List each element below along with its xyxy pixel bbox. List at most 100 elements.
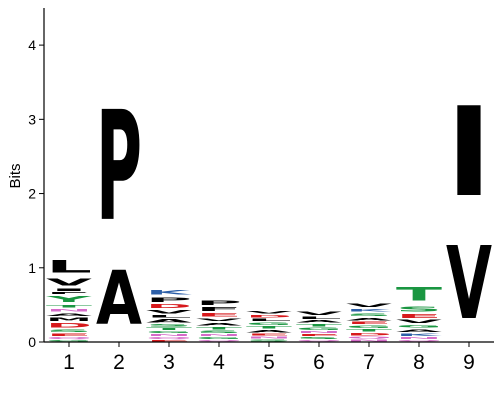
logo-letter-4-V: V bbox=[196, 318, 243, 322]
logo-letter-4-T: T bbox=[196, 327, 243, 331]
logo-letter-6-E: E bbox=[296, 334, 342, 337]
x-axis-ticks: 1 2 3 4 5 6 7 8 9 bbox=[63, 342, 475, 374]
logo-letter-4-Q: Q bbox=[196, 340, 242, 342]
logo-letter-8-A: A bbox=[396, 329, 443, 333]
logo-letter-9-I: I bbox=[446, 82, 492, 225]
logo-letter-5-T: T bbox=[246, 326, 293, 330]
x-tick-label-6: 6 bbox=[313, 351, 325, 374]
logo-letter-1-A: A bbox=[46, 312, 93, 316]
logo-letter-3-E: E bbox=[146, 340, 192, 342]
logo-letter-2-A: A bbox=[96, 256, 142, 342]
logo-letter-5-V: V bbox=[246, 310, 293, 314]
x-tick-label-9: 9 bbox=[463, 351, 475, 374]
logo-letter-8-Q: Q bbox=[396, 340, 442, 342]
logo-letter-5-A: A bbox=[246, 329, 293, 333]
logo-letter-8-E: E bbox=[396, 313, 442, 319]
y-tick-label-3: 3 bbox=[28, 111, 36, 127]
logo-letter-1-V: V bbox=[46, 277, 92, 288]
x-tick-label-4: 4 bbox=[213, 351, 225, 374]
logo-letter-7-N: N bbox=[346, 339, 392, 342]
logo-letter-3-D: D bbox=[146, 303, 192, 309]
logo-letter-1-T: T bbox=[46, 304, 93, 308]
logo-letter-9-V: V bbox=[446, 227, 492, 343]
logo-letter-6-T: T bbox=[296, 324, 343, 328]
logo-letter-6-V: V bbox=[296, 311, 343, 316]
logo-letter-5-S: S bbox=[246, 339, 292, 342]
logo-letter-1-F: F bbox=[46, 292, 92, 295]
logo-letter-6-G: G bbox=[296, 327, 342, 331]
y-tick-label-2: 2 bbox=[28, 186, 36, 202]
x-tick-label-8: 8 bbox=[413, 351, 425, 374]
logo-letter-2-P: P bbox=[96, 80, 142, 255]
logo-letter-3-G: G bbox=[146, 331, 192, 334]
logo-letter-6-A: A bbox=[296, 320, 343, 324]
logo-letter-1-M: M bbox=[46, 317, 92, 322]
x-tick-label-2: 2 bbox=[113, 351, 125, 374]
logo-letter-7-Q: Q bbox=[346, 336, 392, 339]
logo-letter-4-N: N bbox=[196, 334, 242, 337]
logo-letter-5-G: G bbox=[246, 322, 292, 326]
logo-letter-6-S: S bbox=[296, 337, 342, 340]
logo-letter-7-T: T bbox=[346, 329, 393, 333]
logo-column-2: AP bbox=[96, 80, 142, 341]
x-tick-label-3: 3 bbox=[163, 351, 175, 374]
logo-letter-8-K: K bbox=[396, 333, 443, 337]
logo-letter-3-L: L bbox=[146, 315, 192, 319]
logo-letter-1-N: N bbox=[46, 309, 92, 313]
logo-letter-8-V: V bbox=[396, 319, 443, 324]
logo-letter-3-V: V bbox=[146, 309, 193, 314]
logo-letter-4-E: E bbox=[196, 312, 242, 317]
logo-letter-3-A: A bbox=[146, 318, 193, 323]
logo-letter-4-P: P bbox=[196, 300, 242, 307]
logo-letter-3-T: T bbox=[146, 327, 193, 331]
x-tick-label-1: 1 bbox=[63, 351, 75, 374]
logo-letter-8-S: S bbox=[396, 305, 442, 313]
logo-letter-7-K: K bbox=[346, 308, 393, 312]
logo-letter-1-Y: Y bbox=[45, 295, 93, 305]
logo-column-9: VI bbox=[446, 82, 492, 342]
logo-letter-1-I: I bbox=[46, 288, 92, 292]
logo-letter-7-E: E bbox=[346, 321, 392, 325]
logo-letter-3-P: P bbox=[146, 296, 192, 303]
logo-letter-4-S: S bbox=[196, 330, 242, 334]
logo-letter-7-G: G bbox=[346, 325, 392, 329]
logo-letter-1-G: G bbox=[46, 340, 92, 342]
y-axis-ticks: 0 1 2 3 4 bbox=[28, 37, 44, 350]
logo-letter-7-A: A bbox=[346, 317, 393, 321]
logo-letter-6-Q: Q bbox=[296, 340, 342, 342]
logo-letter-7-S: S bbox=[346, 312, 392, 316]
logo-letter-3-K: K bbox=[146, 289, 192, 296]
logo-letter-6-N: N bbox=[296, 331, 342, 334]
y-axis-label: Bits bbox=[7, 163, 24, 188]
logo-letter-1-L: L bbox=[46, 257, 92, 277]
x-tick-label-5: 5 bbox=[263, 351, 275, 374]
logo-letter-4-A: A bbox=[196, 322, 243, 326]
y-tick-label-1: 1 bbox=[28, 260, 36, 276]
logo-letter-1-E: E bbox=[46, 333, 92, 337]
x-tick-label-7: 7 bbox=[363, 351, 375, 374]
logo-letter-8-N: N bbox=[396, 337, 442, 340]
logo-letter-1-Q: Q bbox=[46, 337, 92, 340]
logo-letter-4-G: G bbox=[196, 337, 242, 340]
y-tick-label-0: 0 bbox=[28, 334, 36, 350]
logo-letter-4-F: F bbox=[196, 307, 242, 313]
logo-letter-8-T: T bbox=[396, 283, 442, 305]
logo-letter-5-D: D bbox=[246, 315, 292, 319]
logo-letter-7-D: D bbox=[346, 332, 392, 336]
logo-letter-1-S: S bbox=[46, 329, 92, 333]
logo-letter-3-N: N bbox=[146, 334, 192, 337]
logo-letter-8-G: G bbox=[396, 324, 442, 328]
logo-letter-1-D: D bbox=[46, 322, 92, 329]
logo-letter-5-N: N bbox=[246, 336, 292, 339]
logo-letter-5-E: E bbox=[246, 333, 292, 336]
logo-letter-3-Q: Q bbox=[146, 337, 192, 340]
